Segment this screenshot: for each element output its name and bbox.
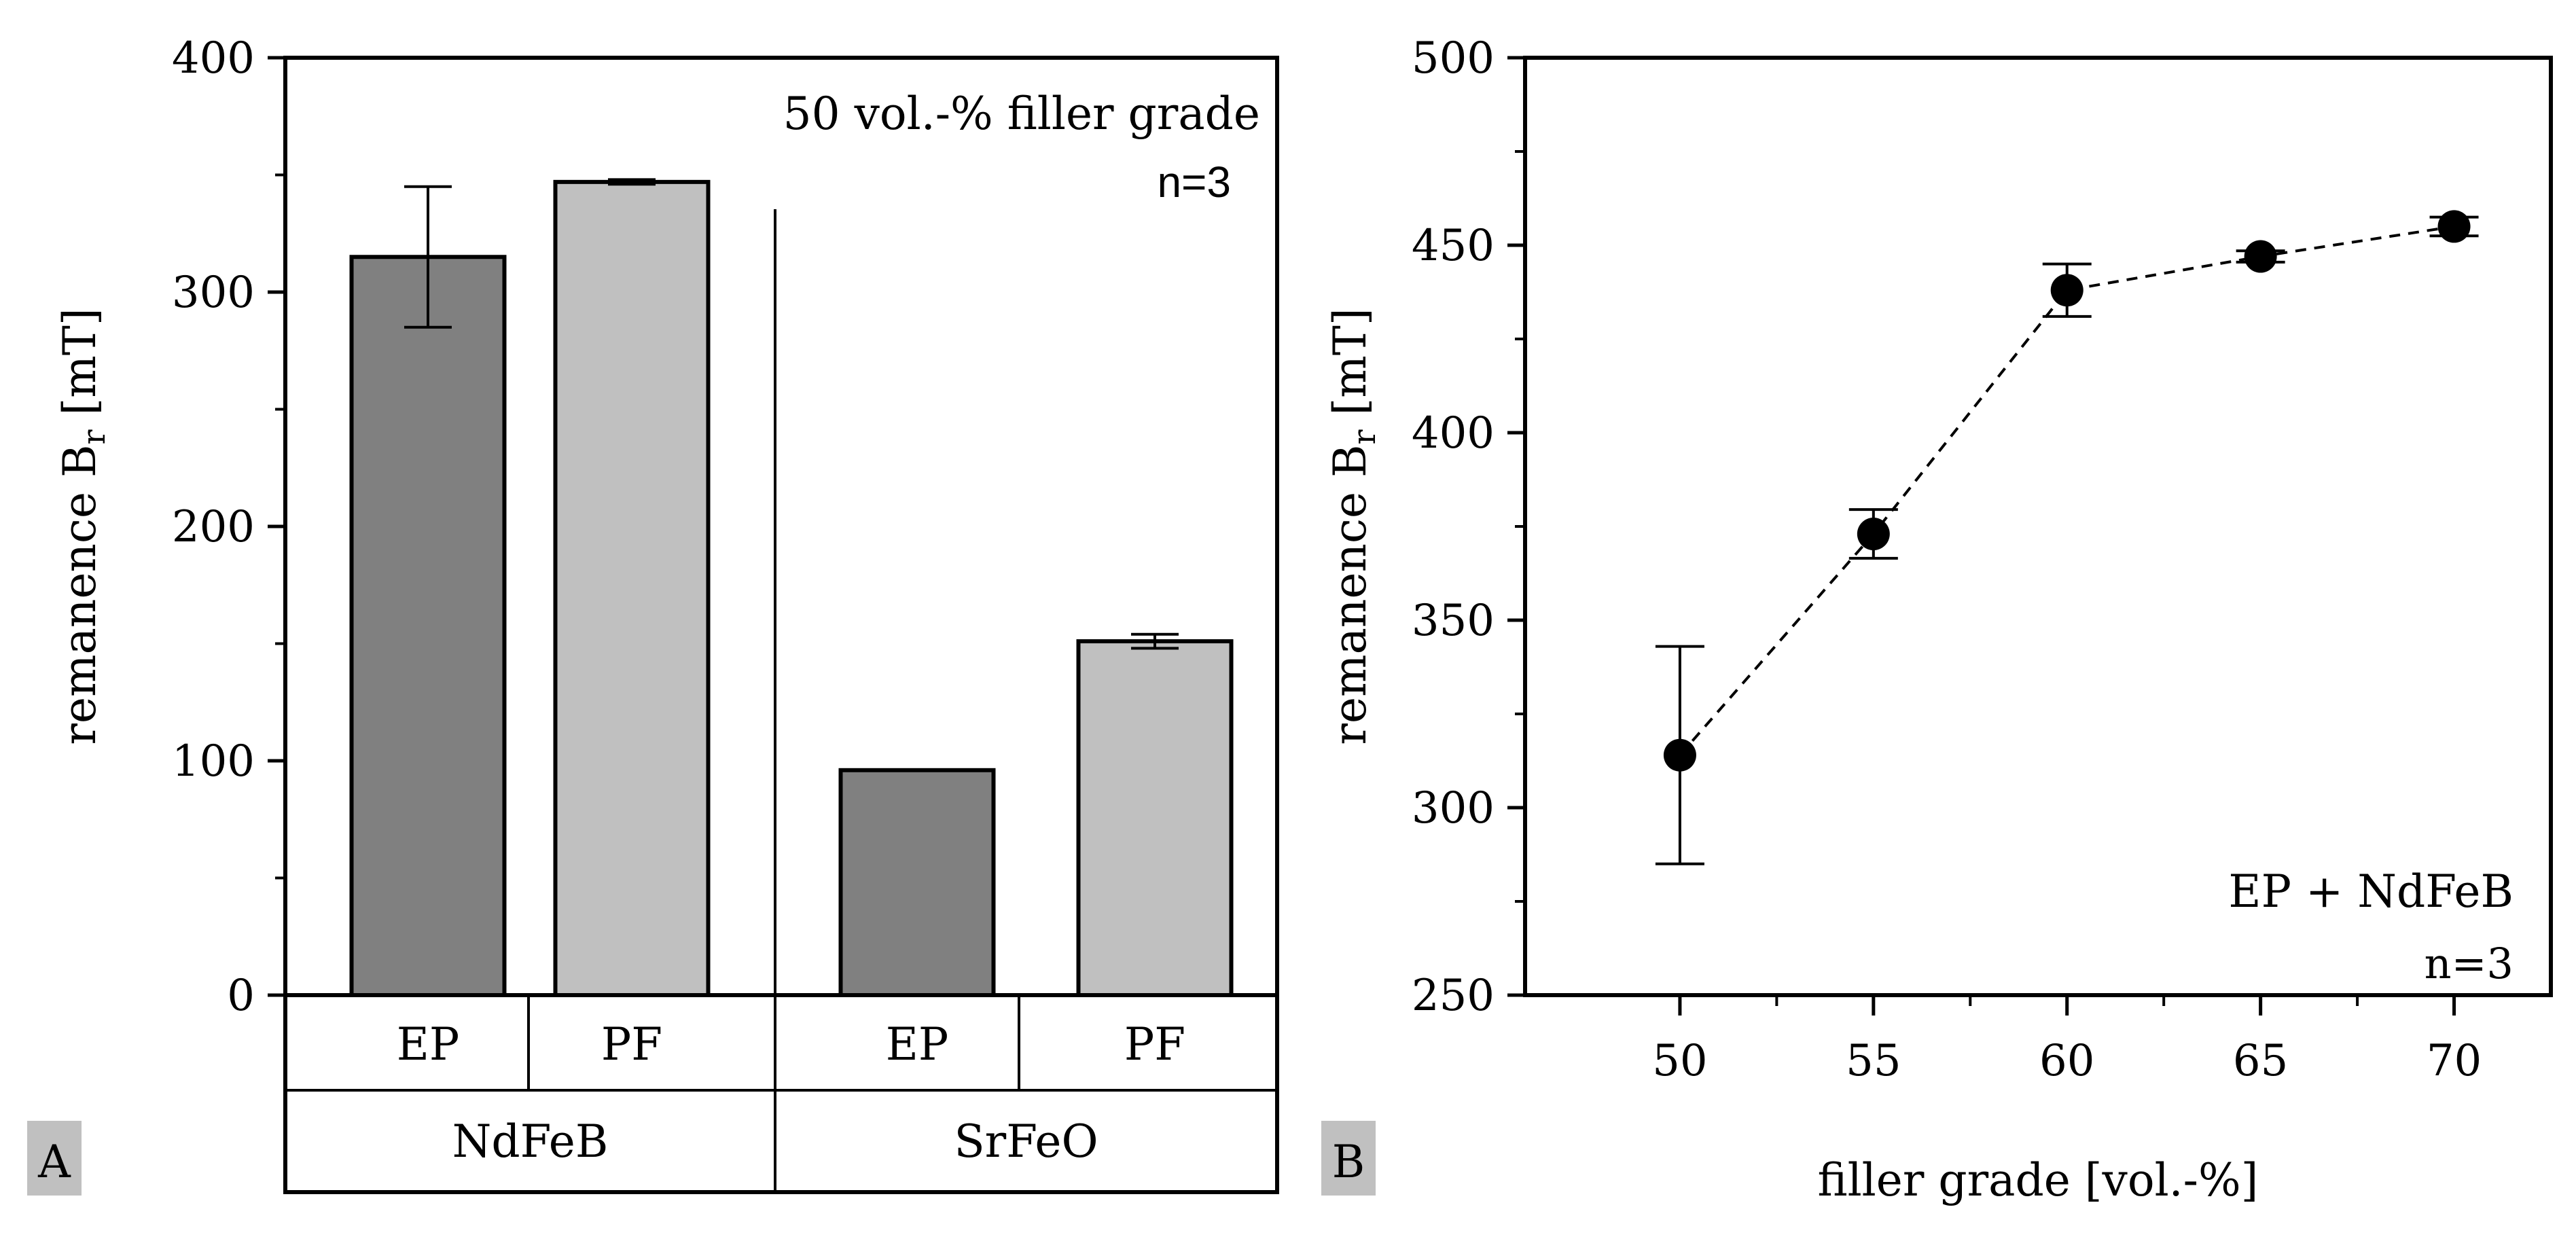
- group-label: NdFeB: [452, 1115, 609, 1168]
- panel-b-xlabel: filler grade [vol.-%]: [1818, 1154, 2259, 1206]
- bar-srfeo-pf: [1076, 639, 1234, 997]
- panel-b-y-axis-title: remanence Br [mT]: [1324, 308, 1382, 744]
- panel-b-x-tick-label: 50: [1652, 1036, 1707, 1086]
- panel-a-y-tick-label: 0: [227, 971, 255, 1021]
- panel-b-x-tick-label: 70: [2427, 1036, 2482, 1086]
- panel-a-badge-label: A: [37, 1136, 71, 1188]
- panel-a-y-tick-label: 200: [172, 502, 255, 552]
- panel-b-badge: [1321, 1121, 1376, 1196]
- panel-a-ylabel-unit: [mT]: [54, 308, 106, 429]
- panel-b-y-tick-label: 350: [1412, 596, 1495, 646]
- bar-srfeo-ep: [838, 768, 996, 998]
- panel-b-y-tick-label: 300: [1412, 783, 1495, 833]
- category-label: PF: [601, 1018, 662, 1071]
- data-point: [2244, 240, 2277, 273]
- panel-b-ylabel-sub: r: [1346, 429, 1382, 444]
- bar-ndfeb-ep: [349, 255, 507, 997]
- panel-a-annotation: 50 vol.-% filler grade: [783, 88, 1260, 140]
- panel-b-badge-label: B: [1332, 1136, 1365, 1188]
- panel-b-ylabel-unit: [mT]: [1324, 308, 1376, 429]
- panel-a-y-tick-label: 400: [172, 33, 255, 84]
- panel-a-y-axis-title: remanence Br [mT]: [54, 308, 112, 744]
- group-label: SrFeO: [954, 1115, 1098, 1168]
- panel-a-ylabel-main: remanence B: [54, 444, 106, 744]
- bar-ndfeb-pf: [553, 179, 711, 998]
- category-label: PF: [1124, 1018, 1185, 1071]
- panel-b: 250 300 350 400 450 500 50 55 60 65 70 EP + NdFeB…: [1321, 33, 2553, 1206]
- data-point: [2437, 210, 2471, 243]
- data-point: [1663, 738, 1696, 772]
- panel-a: 0 100 200 300 400 50 vol.-% filler grade n=3…: [27, 33, 1279, 1196]
- panel-b-x-tick-label: 55: [1846, 1036, 1901, 1086]
- panel-b-y-ticks: 250 300 350 400 450 500: [1412, 33, 1525, 1021]
- panel-a-n-label: n=3: [1157, 158, 1231, 206]
- panel-b-y-tick-label: 450: [1412, 221, 1495, 271]
- panel-b-y-tick-label: 400: [1412, 408, 1495, 459]
- panel-b-y-tick-label: 250: [1412, 971, 1495, 1021]
- panel-b-annotation: EP + NdFeB: [2228, 865, 2514, 918]
- data-point: [1857, 518, 1890, 551]
- panel-b-y-tick-label: 500: [1412, 33, 1495, 84]
- panel-a-y-tick-label: 300: [172, 268, 255, 318]
- panel-b-x-tick-label: 60: [2039, 1036, 2094, 1086]
- category-label: EP: [886, 1018, 949, 1071]
- panel-a-category-table: [283, 993, 1279, 1194]
- panel-a-badge: [27, 1121, 82, 1196]
- panel-b-points: [1655, 210, 2479, 865]
- panel-b-ylabel: remanence Br [mT]: [1324, 308, 1382, 744]
- panel-b-n-label: n=3: [2425, 939, 2514, 988]
- data-point: [2050, 274, 2083, 307]
- panel-b-series-line: [1679, 225, 2454, 757]
- panel-a-y-tick-label: 100: [172, 736, 255, 787]
- panel-a-ylabel: remanence Br [mT]: [54, 308, 112, 744]
- panel-a-y-ticks: 0 100 200 300 400: [172, 33, 285, 1021]
- category-label: EP: [397, 1018, 460, 1071]
- panel-a-ylabel-sub: r: [75, 429, 112, 444]
- panel-a-bars: [349, 178, 1234, 998]
- panel-a-table-labels: EP PF NdFeB EP PF SrFeO: [397, 1018, 1185, 1168]
- panel-b-ylabel-main: remanence B: [1324, 444, 1376, 744]
- panel-b-x-tick-label: 65: [2233, 1036, 2288, 1086]
- panel-b-x-ticks: 50 55 60 65 70: [1652, 995, 2482, 1086]
